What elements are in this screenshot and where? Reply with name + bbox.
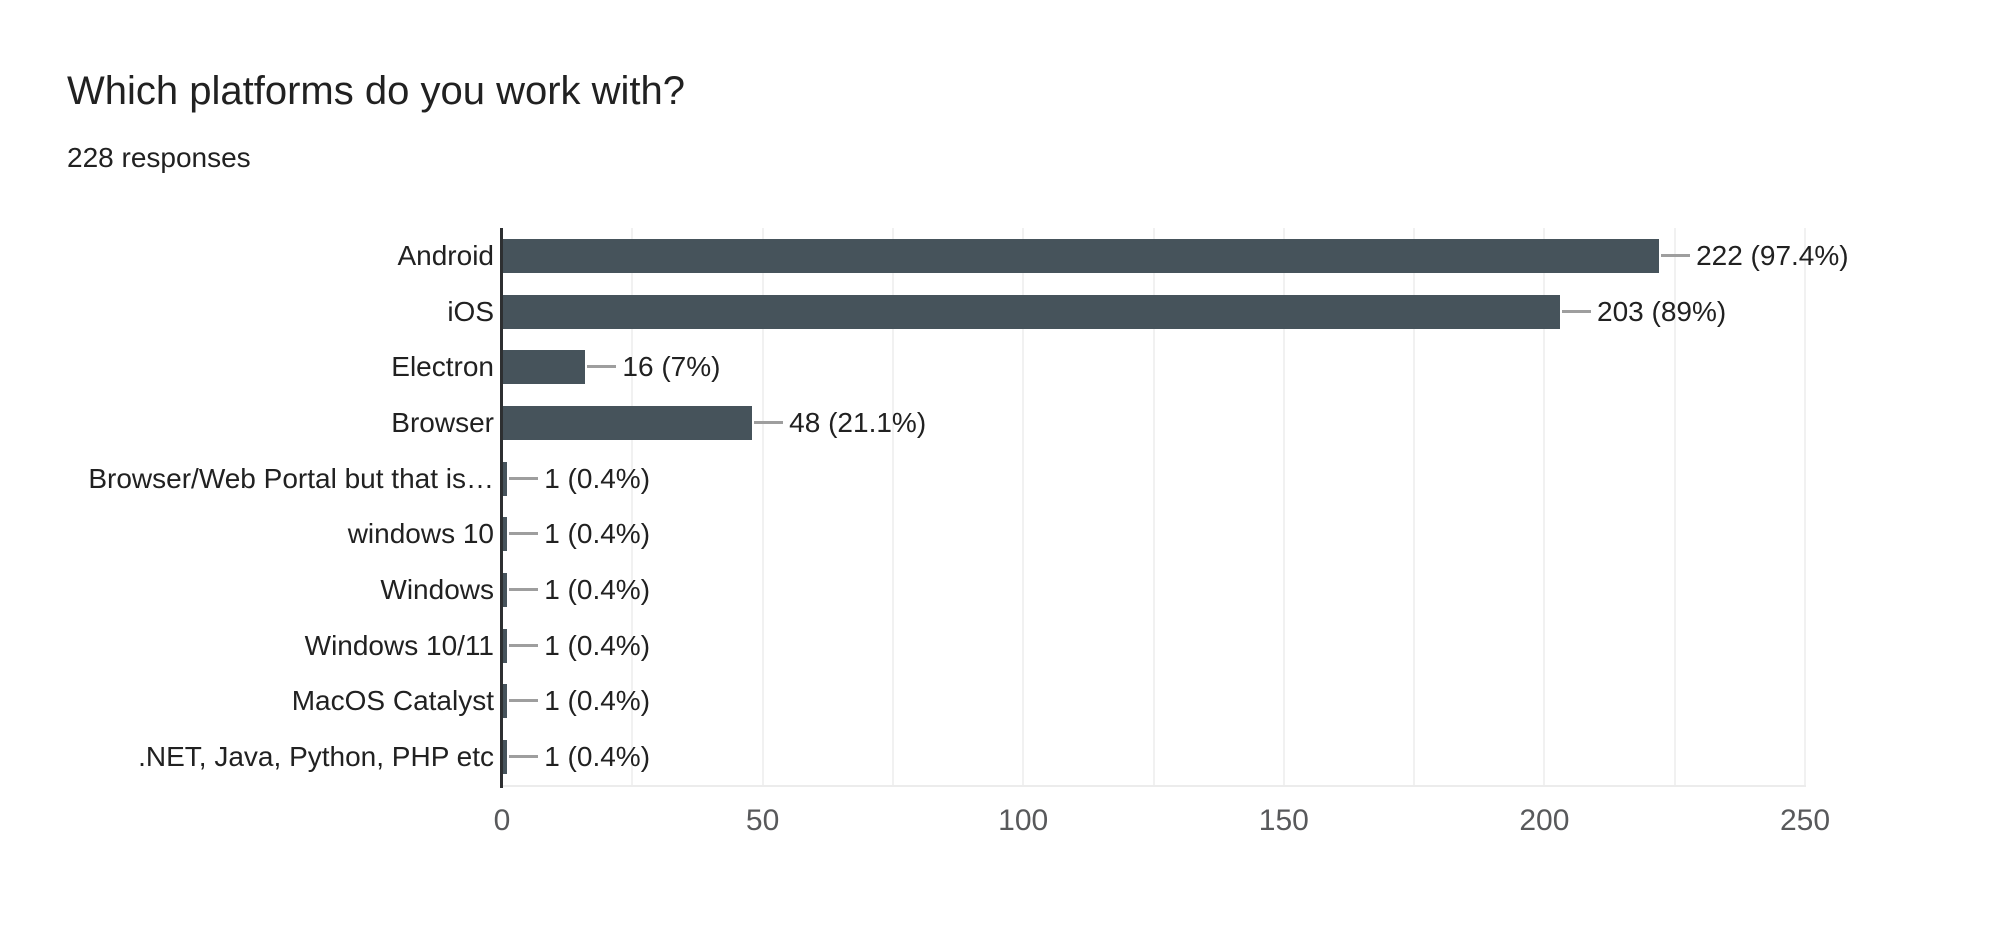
x-axis-baseline	[502, 785, 1806, 787]
value-label: 16 (7%)	[622, 351, 721, 383]
bar	[502, 740, 508, 775]
bar	[502, 573, 508, 608]
gridline	[891, 228, 894, 787]
value-callout-line	[1661, 253, 1691, 257]
x-axis-tick-label: 100	[998, 804, 1049, 837]
bar	[502, 461, 508, 496]
value-callout-line	[754, 420, 784, 424]
bar	[502, 294, 1561, 329]
value-label: 222 (97.4%)	[1696, 239, 1849, 271]
value-label: 1 (0.4%)	[544, 741, 651, 773]
gridline	[1152, 228, 1155, 787]
bar	[502, 684, 508, 719]
value-callout-line	[509, 532, 539, 536]
gridline	[1804, 228, 1806, 787]
category-label: Android	[397, 239, 494, 271]
y-axis-line	[500, 228, 503, 788]
category-label: .NET, Java, Python, PHP etc	[138, 741, 494, 773]
gridline	[1022, 228, 1025, 787]
gridline	[631, 228, 634, 787]
gridline	[1282, 228, 1285, 787]
chart-title: Which platforms do you work with?	[67, 69, 686, 113]
category-label: iOS	[447, 295, 494, 327]
value-callout-line	[1562, 309, 1592, 313]
x-axis-tick-label: 0	[493, 804, 511, 837]
bar	[502, 517, 508, 552]
category-label: Browser	[391, 406, 494, 438]
category-label: Browser/Web Portal but that is…	[88, 462, 494, 494]
x-axis-tick-label: 200	[1519, 804, 1570, 837]
category-label: Windows 10/11	[304, 629, 494, 661]
value-label: 1 (0.4%)	[544, 518, 651, 550]
category-label: Windows	[380, 574, 494, 606]
response-count: 228 responses	[67, 142, 251, 173]
bar	[502, 350, 586, 385]
value-callout-line	[509, 588, 539, 592]
x-axis-tick-label: 50	[745, 804, 780, 837]
gridline	[1673, 228, 1676, 787]
category-label: windows 10	[347, 518, 494, 550]
category-label: Electron	[391, 351, 494, 383]
gridline	[761, 228, 764, 787]
value-label: 203 (89%)	[1597, 295, 1727, 327]
x-axis-tick-label: 250	[1779, 804, 1831, 837]
category-label: MacOS Catalyst	[291, 685, 494, 717]
gridline	[1543, 228, 1546, 787]
bar	[502, 405, 753, 440]
gridline	[1413, 228, 1416, 787]
bar	[502, 628, 508, 663]
bar	[502, 238, 1660, 273]
value-callout-line	[509, 699, 539, 703]
value-callout-line	[509, 643, 539, 647]
value-callout-line	[509, 755, 539, 759]
x-axis-tick-label: 150	[1258, 804, 1309, 837]
value-callout-line	[587, 365, 617, 369]
value-label: 48 (21.1%)	[789, 406, 927, 438]
value-label: 1 (0.4%)	[544, 462, 651, 494]
value-label: 1 (0.4%)	[544, 685, 651, 717]
value-label: 1 (0.4%)	[544, 574, 651, 606]
value-callout-line	[509, 476, 539, 480]
value-label: 1 (0.4%)	[544, 629, 651, 661]
